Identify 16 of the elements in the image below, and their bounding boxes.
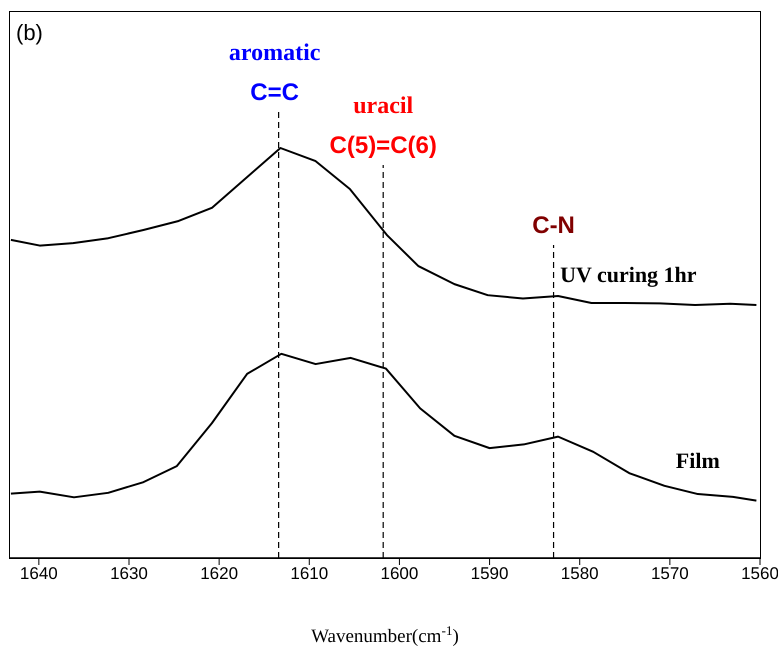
x-tick-label: 1630: [110, 564, 148, 584]
ref-line-label: aromatic C=C: [228, 40, 321, 106]
x-tick-label: 1570: [650, 564, 689, 584]
x-tick-label: 1610: [290, 564, 328, 584]
x-tick-label: 1640: [20, 564, 58, 584]
x-tick-label: 1560: [741, 564, 778, 584]
series-label: UV curing 1hr: [560, 262, 697, 288]
x-tick-label: 1580: [560, 564, 599, 584]
x-tick-label: 1600: [380, 564, 418, 584]
x-axis-title: Wavenumber(cm$^{-1}$): [311, 622, 459, 647]
ref-line-label: uracil C(5)=C(6): [330, 93, 437, 159]
x-tick-label: 1620: [200, 564, 238, 584]
x-tick-label: 1590: [470, 564, 508, 584]
text: (b): [16, 20, 43, 45]
ref-line-label: C-N: [532, 212, 575, 239]
series-label: Film: [676, 448, 720, 474]
